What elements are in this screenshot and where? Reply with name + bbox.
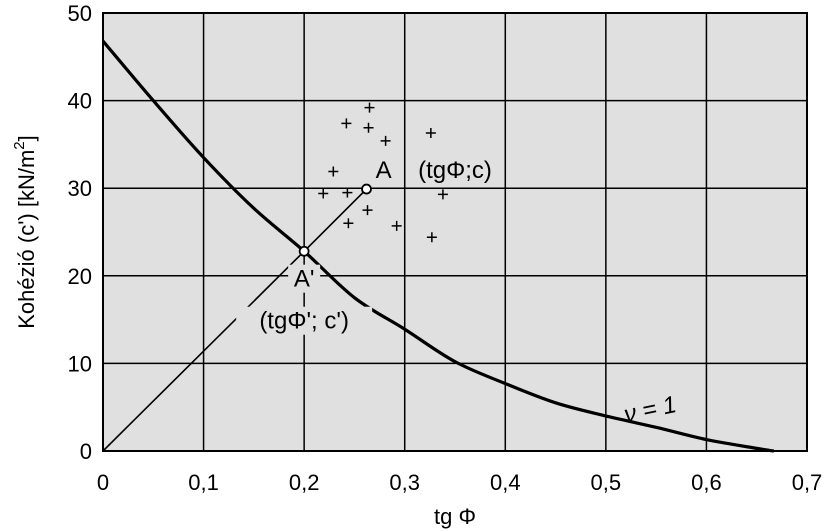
data-point-cross: [362, 205, 373, 216]
y-tick-label: 30: [68, 176, 92, 201]
data-point-cross: [364, 102, 375, 113]
data-point-cross: [380, 135, 391, 146]
A-coords-label: (tgΦ;c): [418, 157, 492, 184]
data-point-cross: [342, 187, 353, 198]
x-tick-label: 0,2: [289, 470, 320, 495]
curve-nu-1: [101, 39, 775, 453]
data-point-cross: [343, 218, 354, 229]
data-point-cross: [363, 122, 374, 133]
data-point-cross: [391, 220, 402, 231]
y-axis-label: Kohézió (c') [kN/m2]: [11, 135, 39, 329]
point-A: [361, 183, 372, 195]
series-layer: [101, 39, 775, 453]
x-tick-label: 0,5: [591, 470, 622, 495]
y-axis-label-sup: 2: [11, 141, 28, 149]
x-tick-label: 0,1: [188, 470, 219, 495]
y-tick-labels: 0 10 20 30 40 50: [68, 1, 92, 464]
A-label: A: [376, 157, 392, 184]
x-tick-labels: 0 0,1 0,2 0,3 0,4 0,5 0,6 0,7: [97, 470, 822, 495]
data-point-cross: [425, 128, 436, 139]
y-axis-label-main: Kohézió (c') [kN/m: [14, 150, 39, 329]
data-point-cross: [318, 188, 329, 199]
plot-frame: [102, 12, 808, 452]
A-prime-label: A': [294, 266, 315, 293]
y-tick-label: 10: [68, 351, 92, 376]
data-point-cross: [426, 232, 437, 243]
y-tick-label: 40: [68, 89, 92, 114]
data-point-cross: [328, 166, 339, 177]
x-tick-label: 0,6: [691, 470, 722, 495]
A-prime-label-bg: [288, 264, 321, 293]
x-tick-label: 0: [97, 470, 109, 495]
x-axis-label: tg Φ: [434, 504, 476, 529]
data-point-cross: [341, 118, 352, 129]
A-coords-label-bg: [406, 156, 504, 185]
A-label-bg: [374, 156, 394, 185]
y-tick-label: 50: [68, 1, 92, 26]
annotations: A (tgΦ;c)A'(tgΦ'; c')ν = 1: [236, 156, 679, 428]
x-tick-label: 0,7: [792, 470, 823, 495]
y-tick-label: 20: [68, 264, 92, 289]
plot-background: [103, 13, 807, 451]
y-tick-label: 0: [80, 439, 92, 464]
data-point-cross: [437, 189, 448, 200]
A-prime-coords-label-bg: [236, 306, 373, 335]
x-tick-label: 0,4: [490, 470, 521, 495]
point-A-prime: [298, 245, 310, 257]
y-axis-label-close: ]: [14, 135, 39, 141]
x-tick-label: 0,3: [389, 470, 420, 495]
A-prime-coords-label: (tgΦ'; c'): [259, 308, 349, 335]
